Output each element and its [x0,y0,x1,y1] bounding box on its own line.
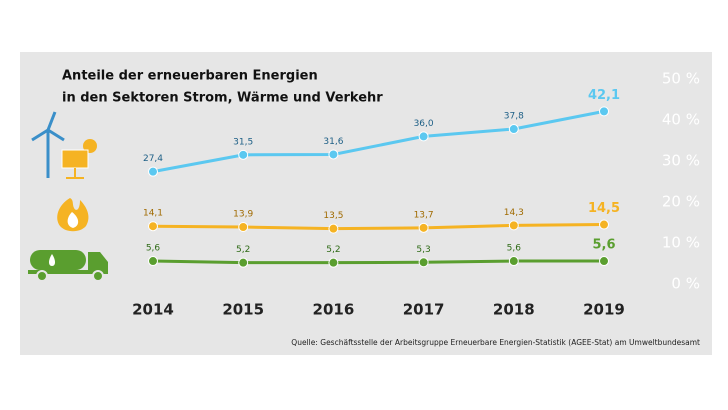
y-tick-label: 20 % [662,193,700,211]
data-label: 13,5 [323,211,343,221]
data-label: 31,5 [233,137,253,147]
data-point [508,256,519,267]
data-point [599,256,609,267]
data-label: 14,1 [143,209,163,219]
data-label: 5,6 [507,244,522,254]
data-label: 31,6 [323,137,343,147]
chart-subtitle: in den Sektoren Strom, Wärme und Verkehr [62,91,383,106]
y-tick-label: 50 % [662,70,700,88]
data-point [148,221,158,232]
data-point [508,220,519,231]
data-point [148,166,158,177]
chart-title: Anteile der erneuerbaren Energien [62,69,318,84]
data-label: 42,1 [588,88,620,103]
flame-icon [57,198,89,232]
data-point [418,257,429,268]
data-point [238,257,249,268]
series-line [152,259,604,265]
data-label: 37,8 [504,112,524,122]
y-tick-label: 40 % [662,111,700,129]
data-label: 36,0 [414,119,434,129]
source: Quelle: Geschäftsstelle der Arbeitsgrupp… [291,338,700,347]
data-label: 5,2 [326,245,340,255]
wind-solar-icon [31,111,97,179]
data-point [328,149,339,160]
data-point [238,149,249,160]
data-point [508,124,519,135]
y-tick-label: 30 % [662,152,700,170]
y-tick-label: 10 % [662,234,700,252]
data-label: 13,9 [233,210,253,220]
x-tick-label: 2014 [132,301,174,319]
data-label: 5,6 [146,244,161,254]
data-point [238,222,249,233]
series-line [152,223,605,231]
x-tick-label: 2016 [313,301,355,319]
panel [20,52,712,355]
data-label: 27,4 [143,154,163,164]
series-line [152,109,605,174]
data-label: 5,2 [236,245,250,255]
x-tick-label: 2018 [493,301,535,319]
data-point [328,257,339,268]
x-tick-label: 2019 [583,301,625,319]
data-point [418,222,429,233]
data-point [328,223,339,234]
x-tick-label: 2017 [403,301,445,319]
data-point [599,219,609,230]
x-tick-label: 2015 [222,301,264,319]
data-point [418,131,429,142]
data-label: 13,7 [414,210,434,220]
data-label: 5,3 [416,245,430,255]
data-label: 14,3 [504,208,524,218]
y-tick-label: 0 % [671,275,700,293]
data-label: 5,6 [592,238,615,253]
data-point [599,106,609,117]
data-point [148,256,158,267]
data-label: 14,5 [588,201,620,216]
truck-icon [28,250,108,282]
